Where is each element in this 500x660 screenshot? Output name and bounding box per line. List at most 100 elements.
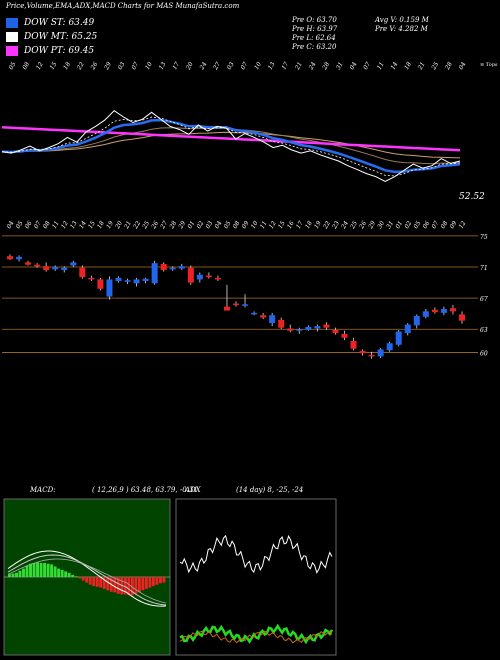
top-date-label: 03	[226, 61, 236, 71]
candle-body	[115, 277, 122, 281]
x-date-label: 22	[132, 220, 142, 231]
top-date-label: 04	[458, 61, 468, 71]
macd-histogram-bar	[113, 577, 117, 593]
legend-dow-st: DOW ST: 63.49	[6, 17, 94, 29]
chart-title: Price,Volume,EMA,ADX,MACD Charts for MAS…	[6, 2, 240, 10]
candle-body	[332, 330, 339, 334]
adx-values: (14 day) 8, -25, -24	[236, 486, 304, 494]
x-date-label: 19	[313, 220, 323, 230]
candle-body	[422, 311, 429, 317]
top-date-label: 20	[184, 61, 194, 72]
macd-histogram-bar	[137, 577, 141, 593]
top-date-label: 17	[280, 61, 290, 71]
macd-histogram-bar	[25, 565, 29, 577]
top-date-label: 24	[198, 61, 208, 72]
x-date-label: 01	[394, 220, 404, 230]
macd-histogram-bar	[155, 577, 159, 585]
candle-body	[70, 262, 77, 266]
top-date-label: 03	[117, 61, 127, 71]
prev-close: Pre C: 63.20	[292, 43, 337, 51]
top-date-label: 13	[267, 61, 277, 71]
candle-body	[25, 262, 32, 265]
macd-histogram-bar	[102, 577, 106, 589]
y-tick-label: 60	[480, 351, 488, 358]
candle-body	[160, 263, 167, 271]
macd-histogram-bar	[99, 577, 103, 588]
x-date-label: 26	[150, 220, 160, 231]
macd-histogram-bar	[29, 563, 32, 577]
adx-frame	[175, 498, 337, 656]
x-date-label: 22	[322, 220, 332, 231]
macd-histogram-bar	[15, 572, 18, 577]
macd-histogram-bar	[78, 577, 82, 579]
x-date-label: 28	[168, 220, 178, 231]
macd-histogram-bar	[74, 576, 78, 577]
ema-overview-panel: 05 08 12 15 18 22 26 29 03 07 10 13 17 20 24 27 03 07 10 13…	[1, 61, 498, 202]
x-date-label: 29	[367, 220, 377, 231]
top-date-label: 25	[430, 61, 440, 72]
macd-histogram-bar	[60, 570, 64, 577]
macd-histogram-bar	[148, 577, 152, 588]
ema-dotted-line	[1, 116, 461, 177]
macd-histogram-bar	[95, 577, 99, 587]
x-date-label: 10	[250, 220, 260, 230]
top-date-label: 29	[103, 61, 113, 72]
candle-body	[151, 263, 158, 284]
macd-histogram-bar	[57, 568, 61, 577]
candle-body	[413, 316, 420, 326]
x-date-label: 03	[205, 220, 215, 230]
legend-dow-mt: DOW MT: 65.25	[6, 31, 97, 43]
candle-body	[79, 267, 86, 278]
x-date-label: 17	[295, 220, 305, 230]
macd-histogram-bar	[50, 564, 54, 577]
macd-histogram-bar	[151, 577, 155, 587]
macd-title: MACD:	[30, 486, 56, 494]
candle-body	[106, 279, 113, 297]
macd-extra-line	[7, 558, 167, 604]
candle-body	[449, 308, 456, 312]
top-date-label: 05	[8, 61, 18, 71]
top-date-label: 27	[212, 61, 222, 72]
top-date-label: 28	[444, 61, 454, 72]
candle-body	[377, 349, 384, 357]
y-tick-label: 75	[480, 234, 488, 241]
macd-histogram-bar	[36, 562, 39, 577]
candle-body	[278, 319, 285, 328]
adx-line	[179, 534, 333, 574]
macd-histogram-bar	[43, 563, 47, 577]
x-date-label: 26	[358, 220, 368, 231]
top-date-label: 04	[349, 61, 359, 71]
candle-body	[359, 351, 366, 354]
x-date-label: 04	[214, 220, 224, 230]
macd-histogram-bar	[130, 577, 134, 596]
x-date-label: 01	[186, 220, 196, 230]
x-date-label: 04	[6, 220, 16, 230]
candle-body	[88, 277, 95, 280]
x-date-label: 23	[331, 220, 341, 231]
dow-pt-swatch	[6, 46, 18, 56]
top-date-label: 11	[376, 61, 386, 71]
x-date-label: 07	[33, 220, 43, 230]
x-date-label: 11	[259, 220, 269, 230]
x-date-label: 15	[87, 220, 97, 230]
x-date-label: 05	[223, 220, 233, 230]
macd-histogram-bar	[53, 566, 57, 577]
dow-mt-label: DOW MT: 65.25	[24, 32, 98, 42]
candle-body	[395, 331, 402, 345]
dow-mt-swatch	[6, 32, 18, 42]
macd-histogram-bar	[32, 563, 36, 577]
candle-body	[233, 303, 239, 306]
prev-open: Pre O: 63.70	[292, 16, 337, 24]
candle-body	[296, 329, 303, 331]
macd-histogram-bar	[106, 577, 110, 591]
ema-long-line	[1, 125, 461, 152]
dow-st-label: DOW ST: 63.49	[24, 18, 95, 28]
macd-histogram-bar	[11, 573, 15, 577]
prev-low: Pre L: 62.64	[292, 34, 336, 42]
candle-body	[52, 267, 59, 270]
candle-body	[97, 279, 104, 289]
dow-pt-label: DOW PT: 69.45	[24, 46, 95, 56]
last-price-label: 52.52	[459, 192, 485, 202]
candle-body	[431, 309, 438, 313]
